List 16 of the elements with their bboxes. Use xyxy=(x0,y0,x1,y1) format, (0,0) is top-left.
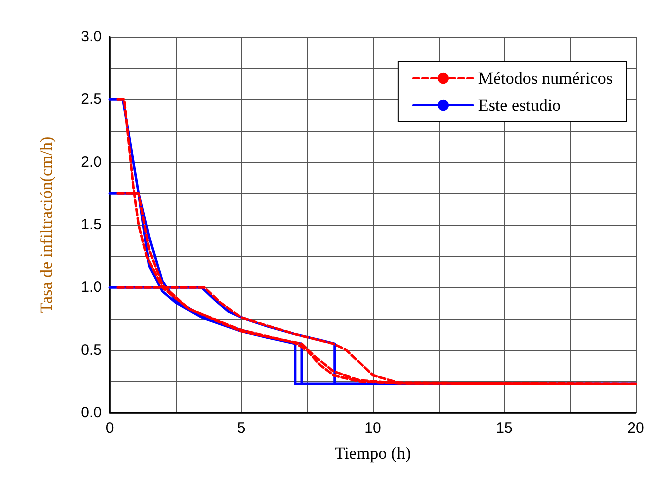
y-tick-label: 1.0 xyxy=(81,279,102,296)
y-tick-label: 2.5 xyxy=(81,91,102,108)
legend-label: Este estudio xyxy=(478,96,562,115)
y-tick-label: 2.0 xyxy=(81,154,102,171)
x-tick-label: 15 xyxy=(496,420,513,437)
x-tick-label: 5 xyxy=(237,420,246,437)
legend-label: Métodos numéricos xyxy=(478,69,614,88)
y-tick-label: 3.0 xyxy=(81,28,102,46)
y-tick-label: 0.5 xyxy=(81,342,102,359)
y-tick-label: 0.0 xyxy=(81,404,102,422)
y-axis-title: Tasa de infiltración(cm/h) xyxy=(37,136,56,314)
x-axis-title: Tiempo (h) xyxy=(334,444,412,463)
x-tick-label: 20 xyxy=(628,420,644,437)
y-tick-label: 1.5 xyxy=(81,216,102,234)
x-tick-label: 0 xyxy=(106,420,114,437)
x-tick-label: 10 xyxy=(364,420,382,437)
